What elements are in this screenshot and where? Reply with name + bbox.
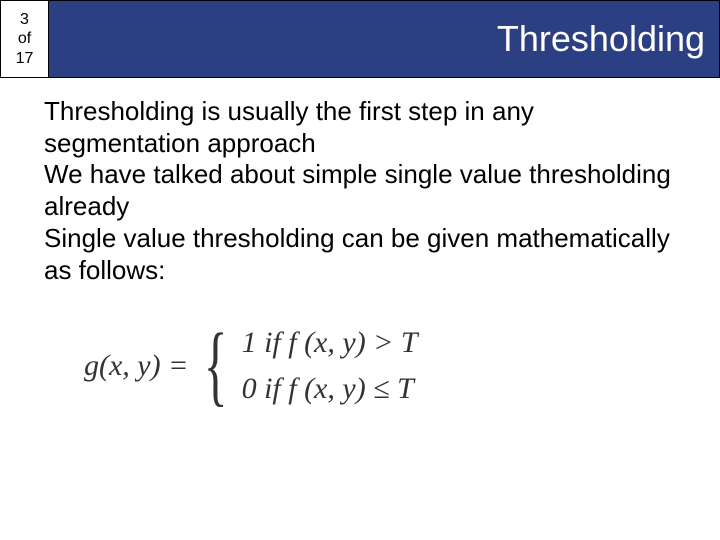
slide-header: 3 of 17 Thresholding bbox=[0, 0, 720, 78]
threshold-formula: g(x, y) = { 1 if f (x, y) > T 0 if f (x,… bbox=[84, 326, 690, 406]
slide-body: Thresholding is usually the first step i… bbox=[0, 78, 720, 406]
paragraph-2: We have talked about simple single value… bbox=[44, 159, 690, 222]
title-bar: Thresholding bbox=[49, 1, 719, 77]
paragraph-1: Thresholding is usually the first step i… bbox=[44, 96, 690, 159]
formula-case-1: 1 if f (x, y) > T bbox=[242, 326, 418, 360]
page-current: 3 bbox=[20, 10, 29, 29]
page-counter: 3 of 17 bbox=[1, 1, 49, 77]
formula-block: g(x, y) = { 1 if f (x, y) > T 0 if f (x,… bbox=[44, 326, 690, 406]
formula-case-2: 0 if f (x, y) ≤ T bbox=[242, 372, 418, 406]
formula-cases: 1 if f (x, y) > T 0 if f (x, y) ≤ T bbox=[242, 326, 418, 406]
formula-lhs: g(x, y) = bbox=[84, 349, 188, 383]
page-total: 17 bbox=[16, 49, 34, 68]
paragraph-3: Single value thresholding can be given m… bbox=[44, 223, 690, 286]
brace-icon: { bbox=[204, 330, 228, 402]
page-of: of bbox=[18, 29, 31, 48]
slide-title: Thresholding bbox=[497, 18, 705, 60]
